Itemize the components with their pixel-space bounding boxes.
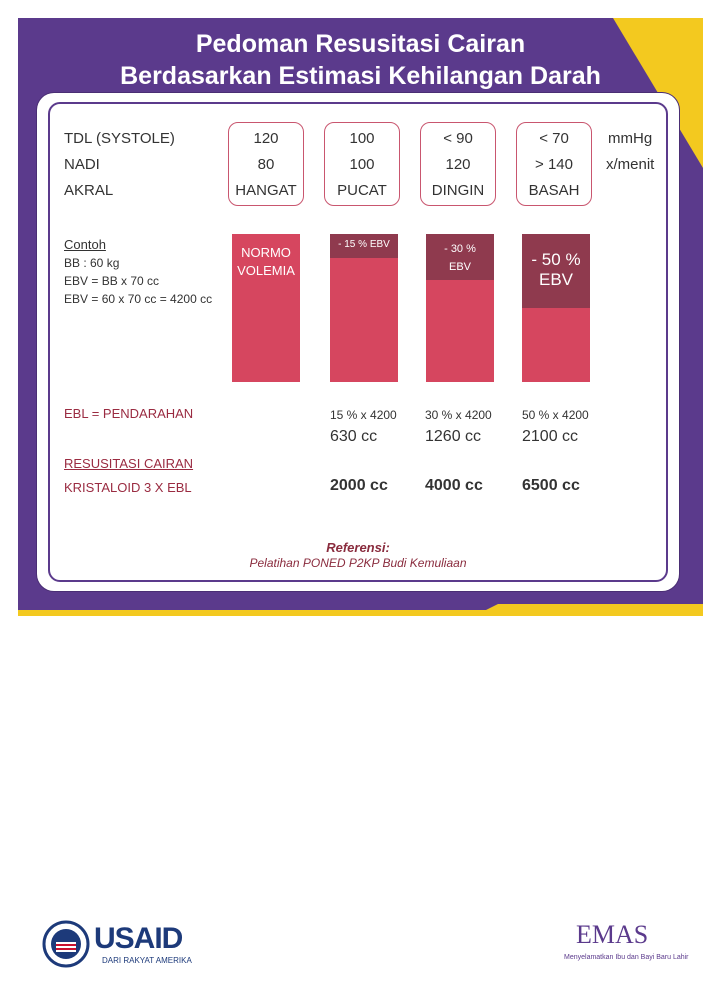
column-box-3 [420, 122, 496, 206]
usaid-seal-icon [42, 920, 90, 968]
akral-value: PUCAT [337, 182, 387, 199]
kristaloid-label: KRISTALOID 3 X EBL [64, 480, 192, 495]
ebl-value: 630 cc [330, 428, 378, 445]
bar-label-line: VOLEMIA [237, 263, 295, 278]
example-line: BB : 60 kg [64, 256, 120, 270]
column-box-4 [516, 122, 592, 206]
tdl-value: 100 [349, 130, 375, 147]
ebl-calc: 15 % x 4200 [330, 408, 397, 422]
emas-tagline: Menyelamatkan Ibu dan Bayi Baru Lahir [564, 954, 689, 961]
usaid-wordmark-text: USAID [94, 922, 183, 955]
bar-label: - 50 % EBV [522, 250, 590, 290]
usaid-logo: USAID DARI RAKYAT AMERIKA [42, 918, 202, 968]
akral-value: BASAH [528, 182, 580, 199]
blood-volume-bar-50: - 50 % EBV [522, 234, 590, 382]
column-box-2 [324, 122, 400, 206]
example-block: Contoh BB : 60 kg EBV = BB x 70 cc EBV =… [64, 236, 212, 308]
nadi-value: 80 [257, 156, 275, 173]
column-box-1 [228, 122, 304, 206]
nadi-value: 120 [445, 156, 471, 173]
usaid-wordmark: USAID [94, 922, 183, 956]
emas-wordmark: EMAS [576, 920, 649, 949]
akral-value: DINGIN [431, 182, 485, 199]
bar-label-line: NORMO [241, 245, 291, 260]
tdl-unit: mmHg [608, 130, 653, 147]
blood-volume-bar-30: - 30 % EBV [426, 234, 494, 382]
blood-volume-bar-15: - 15 % EBV [330, 234, 398, 382]
example-heading: Contoh [64, 237, 106, 252]
example-line: EBV = BB x 70 cc [64, 274, 160, 288]
ebl-calc: 30 % x 4200 [425, 408, 492, 422]
tdl-value: < 90 [443, 130, 473, 147]
ebl-label: EBL = PENDARAHAN [64, 406, 194, 421]
akral-value: HANGAT [235, 182, 297, 199]
example-line: EBV = 60 x 70 cc = 4200 cc [64, 292, 213, 306]
akral-label: AKRAL [64, 182, 114, 199]
bar-label-line: - 50 % [531, 250, 581, 269]
tdl-value: < 70 [539, 130, 569, 147]
yellow-bottom-decoration [438, 604, 703, 616]
bar-label: - 30 % EBV [426, 240, 494, 276]
nadi-value: 100 [349, 156, 375, 173]
kristaloid-value: 2000 cc [330, 477, 388, 494]
usaid-tagline: DARI RAKYAT AMERIKA [102, 956, 192, 965]
bar-label: - 15 % EBV [338, 239, 390, 250]
yellow-bottom-stripe [18, 610, 703, 616]
ebl-value: 2100 cc [522, 428, 579, 445]
nadi-label: NADI [64, 156, 100, 173]
blood-loss-segment [426, 234, 494, 280]
ebl-calc: 50 % x 4200 [522, 408, 589, 422]
reference-text: Pelatihan PONED P2KP Budi Kemuliaan [249, 556, 467, 570]
resusitasi-label: RESUSITASI CAIRAN [64, 456, 194, 471]
tdl-value: 120 [253, 130, 279, 147]
bar-label: NORMO VOLEMIA [232, 244, 300, 280]
reference-heading: Referensi: [326, 540, 390, 555]
title-line-2: Berdasarkan Estimasi Kehilangan Darah [120, 62, 601, 90]
nadi-value: > 140 [535, 156, 573, 173]
blood-loss-segment [522, 234, 590, 308]
nadi-unit: x/menit [606, 156, 655, 173]
bar-label-line: - 30 % [444, 243, 476, 255]
tdl-label: TDL (SYSTOLE) [64, 130, 175, 147]
ebl-value: 1260 cc [425, 428, 482, 445]
kristaloid-value: 6500 cc [522, 477, 580, 494]
bar-label-line: EBV [448, 261, 471, 273]
title-line-1: Pedoman Resusitasi Cairan [195, 30, 526, 58]
poster-title: Pedoman Resusitasi Cairan Berdasarkan Es… [18, 28, 703, 92]
content-card-border [48, 102, 668, 582]
bar-label-line: EBV [538, 270, 574, 289]
emas-logo: EMAS Menyelamatkan Ibu dan Bayi Baru Lah… [564, 918, 689, 968]
blood-volume-bar-normo: NORMO VOLEMIA [232, 234, 300, 382]
blood-loss-segment [330, 234, 398, 258]
kristaloid-value: 4000 cc [425, 477, 483, 494]
